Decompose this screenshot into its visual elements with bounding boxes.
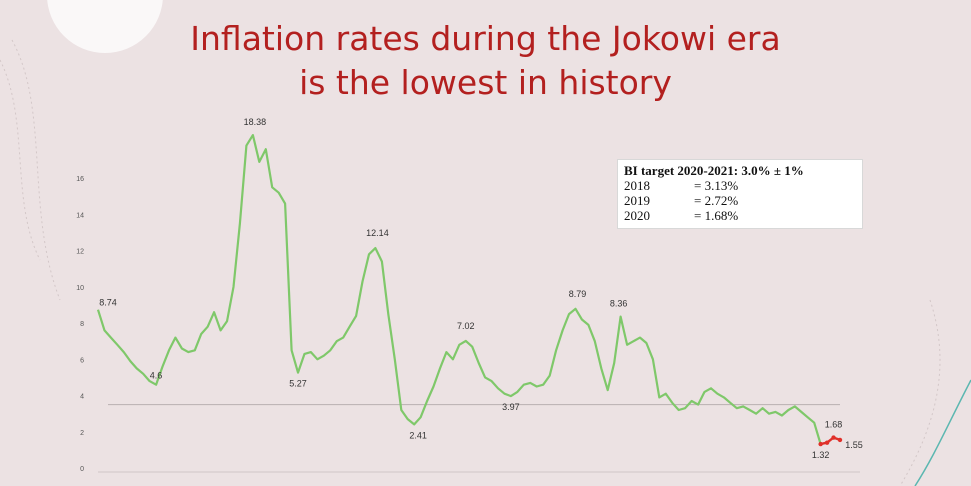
- chart-title-line-1: Inflation rates during the Jokowi era: [190, 19, 781, 58]
- note-row-2018: 2018 = 3.13%: [624, 178, 856, 193]
- chart-title-line-2: is the lowest in history: [299, 63, 672, 102]
- note-value: = 1.68%: [694, 208, 739, 223]
- data-label: 5.27: [289, 379, 307, 389]
- data-label: 8.79: [569, 289, 587, 299]
- bi-target-note: BI target 2020-2021: 3.0% ± 1% 2018 = 3.…: [617, 159, 863, 229]
- corner-circle-decoration: [47, 0, 163, 53]
- data-label: 8.36: [610, 299, 628, 309]
- y-tick-label: 14: [76, 212, 84, 219]
- note-year: 2019: [624, 193, 650, 208]
- data-label: 1.32: [812, 450, 830, 460]
- note-value: = 3.13%: [694, 178, 739, 193]
- y-tick-label: 4: [80, 394, 84, 401]
- y-tick-label: 10: [76, 285, 84, 292]
- contour-line-decoration: [11, 39, 61, 301]
- y-tick-label: 0: [80, 466, 84, 473]
- note-row-2019: 2019 = 2.72%: [624, 193, 856, 208]
- note-value: = 2.72%: [694, 193, 739, 208]
- y-tick-label: 8: [80, 321, 84, 328]
- highlight-point: [824, 440, 830, 445]
- data-label: 4.6: [150, 371, 163, 381]
- data-label: 18.38: [244, 117, 267, 127]
- contour-line-decoration: [914, 379, 971, 486]
- inflation-series-line: [96, 134, 822, 445]
- data-label: 7.02: [457, 321, 475, 331]
- bi-target-header: BI target 2020-2021: 3.0% ± 1%: [624, 163, 804, 178]
- y-tick-label: 12: [76, 249, 84, 256]
- note-year: 2018: [624, 178, 650, 193]
- highlight-series-line: [820, 436, 841, 446]
- data-label: 3.97: [502, 402, 520, 412]
- highlight-point: [837, 437, 843, 443]
- data-label: 2.41: [409, 430, 427, 440]
- data-label: 1.55: [845, 440, 863, 450]
- data-label: 8.74: [99, 298, 117, 308]
- note-row-2020: 2020 = 1.68%: [624, 208, 856, 223]
- highlight-point: [831, 435, 836, 440]
- note-year: 2020: [624, 208, 650, 223]
- highlight-point: [818, 441, 823, 447]
- y-tick-label: 16: [76, 176, 84, 183]
- y-tick-label: 6: [80, 357, 84, 364]
- contour-line-decoration: [899, 299, 941, 486]
- contour-line-decoration: [0, 59, 41, 261]
- data-label: 12.14: [366, 228, 389, 238]
- y-tick-label: 2: [80, 430, 84, 437]
- data-label: 1.68: [825, 420, 843, 430]
